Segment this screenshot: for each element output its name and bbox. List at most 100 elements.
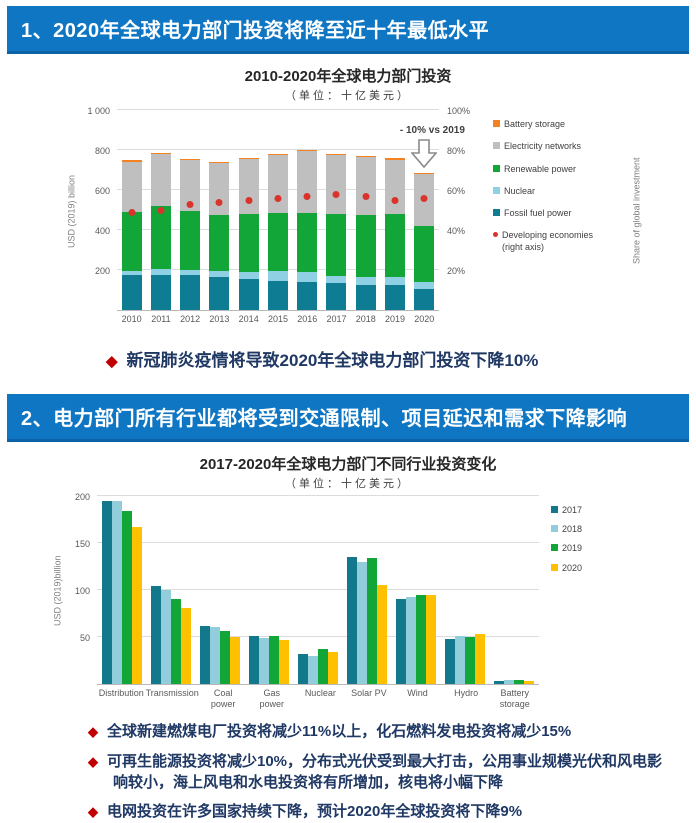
bar-2019 xyxy=(465,636,476,684)
x-tick: Battery storage xyxy=(499,687,530,709)
x-tick: Solar PV xyxy=(351,687,387,698)
section2-bullets: ◆ 全球新建燃煤电厂投资将减少11%以上，化石燃料发电投资将减少15% ◆ 可再生能源… xyxy=(88,721,673,822)
legend-swatch xyxy=(551,544,558,552)
bar-group-2020: - 10% vs 2019 xyxy=(400,111,465,310)
x-tick: 2020 xyxy=(414,314,435,324)
gridline xyxy=(117,149,439,150)
segment-battery-storage xyxy=(180,159,201,161)
stacked-bar xyxy=(267,154,288,310)
bullet-diamond-icon: ◆ xyxy=(88,724,98,740)
bar-group-wind xyxy=(392,497,441,684)
legend-swatch xyxy=(493,209,500,216)
bar-group-battery-storage xyxy=(490,497,539,684)
section2-header-text: 2、电力部门所有行业都将受到交通限制、项目延迟和需求下降影响 xyxy=(21,407,628,430)
chart1-subtitle: （单位：十亿美元） xyxy=(285,89,411,102)
legend-swatch xyxy=(493,120,500,127)
x-tick: 2016 xyxy=(297,314,318,324)
bar-2019 xyxy=(121,510,132,684)
x-tick: Wind xyxy=(407,687,428,698)
chart2-y-ticks: 50 100 150 200 xyxy=(65,492,97,685)
legend-item: 2019 xyxy=(551,543,582,554)
segment-renewable-power xyxy=(180,210,201,271)
segment-nuclear xyxy=(121,271,142,275)
bar-2020 xyxy=(180,607,191,684)
chart2-title: 2017-2020年全球电力部门不同行业投资变化 xyxy=(199,455,497,473)
stacked-bar xyxy=(355,155,376,310)
bar-2019 xyxy=(416,594,427,684)
x-tick: 2018 xyxy=(355,314,376,324)
chart1-plot-area: - 10% vs 2019 2010 2011 2012 2013 2014 2015 20… xyxy=(117,109,465,325)
bullet-diamond-icon: ◆ xyxy=(88,753,98,769)
dot-developing-economies xyxy=(186,200,194,208)
x-tick: 2012 xyxy=(180,314,201,324)
segment-battery-storage xyxy=(355,155,376,157)
segment-battery-storage xyxy=(121,160,142,162)
bar-group-2017 xyxy=(322,111,351,310)
segment-nuclear xyxy=(267,271,288,282)
bar-group-hydro xyxy=(441,497,490,684)
bar-2020 xyxy=(131,526,142,684)
x-tick: Distribution xyxy=(98,687,144,698)
bar-group-2015 xyxy=(263,111,292,310)
chart1-y-ticks: 200 400 600 800 1 000 xyxy=(79,106,117,311)
bar-2017 xyxy=(297,653,308,684)
stacked-bar xyxy=(150,153,171,310)
dot-developing-economies xyxy=(274,194,282,202)
x-tick: 2013 xyxy=(209,314,230,324)
chart1-y-axis-label: USD (2019) billion xyxy=(66,174,77,248)
segment-nuclear xyxy=(180,270,201,276)
bar-2018 xyxy=(357,561,368,684)
dot-developing-economies xyxy=(303,192,311,200)
legend-item: Renewable power xyxy=(493,164,625,175)
segment-battery-storage xyxy=(385,158,406,160)
segment-renewable-power xyxy=(326,214,347,277)
legend-item: 2017 xyxy=(551,505,582,516)
segment-nuclear xyxy=(326,276,347,283)
legend-swatch xyxy=(551,563,558,571)
segment-fossil-fuel-power xyxy=(121,275,142,310)
chart2-plot xyxy=(97,494,539,685)
x-tick: Gas power xyxy=(259,687,284,709)
y-tick: 800 xyxy=(94,146,110,156)
x-tick: Coal power xyxy=(210,687,236,709)
segment-renewable-power xyxy=(150,206,171,270)
down-arrow-icon xyxy=(411,139,438,169)
segment-electricity-networks xyxy=(238,159,259,215)
x-tick: Transmission xyxy=(145,687,199,698)
bar-2018 xyxy=(504,680,515,684)
section2-header: 2、电力部门所有行业都将受到交通限制、项目延迟和需求下降影响 xyxy=(7,393,689,442)
gridline xyxy=(97,494,539,496)
bar-group-2013 xyxy=(205,111,234,310)
bar-2018 xyxy=(307,655,318,684)
bar-2017 xyxy=(248,635,259,684)
bar-group-2018 xyxy=(351,111,380,310)
x-tick: Nuclear xyxy=(304,687,336,698)
segment-battery-storage xyxy=(150,153,171,155)
legend-item: Nuclear xyxy=(493,186,625,197)
bar-group-gas-power xyxy=(244,497,293,684)
stacked-bar xyxy=(297,150,318,310)
bar-2017 xyxy=(150,586,161,684)
segment-fossil-fuel-power xyxy=(414,288,435,310)
segment-fossil-fuel-power xyxy=(326,282,347,310)
x-tick: 2010 xyxy=(121,314,142,324)
bar-2017 xyxy=(494,681,505,684)
bar-2019 xyxy=(219,631,230,684)
segment-renewable-power xyxy=(414,226,435,282)
segment-battery-storage xyxy=(209,161,230,163)
bar-group-2019 xyxy=(380,111,409,310)
bar-2020 xyxy=(229,636,240,684)
chart1-legend: Battery storage Electricity networks Renew… xyxy=(493,119,625,319)
bar-group-2012 xyxy=(176,111,205,310)
legend-swatch xyxy=(493,164,500,172)
y-tick: 1 000 xyxy=(87,106,110,116)
segment-battery-storage xyxy=(297,150,318,152)
chart2-subtitle: （单位：十亿美元） xyxy=(285,476,411,490)
bar-group-transmission xyxy=(146,497,195,684)
legend-item: Battery storage xyxy=(493,119,625,130)
bar-2017 xyxy=(445,638,456,684)
segment-electricity-networks xyxy=(150,154,171,207)
right-axis-tick: 60% xyxy=(447,186,466,196)
dot-developing-economies xyxy=(128,208,136,216)
y-tick: 150 xyxy=(74,538,90,549)
